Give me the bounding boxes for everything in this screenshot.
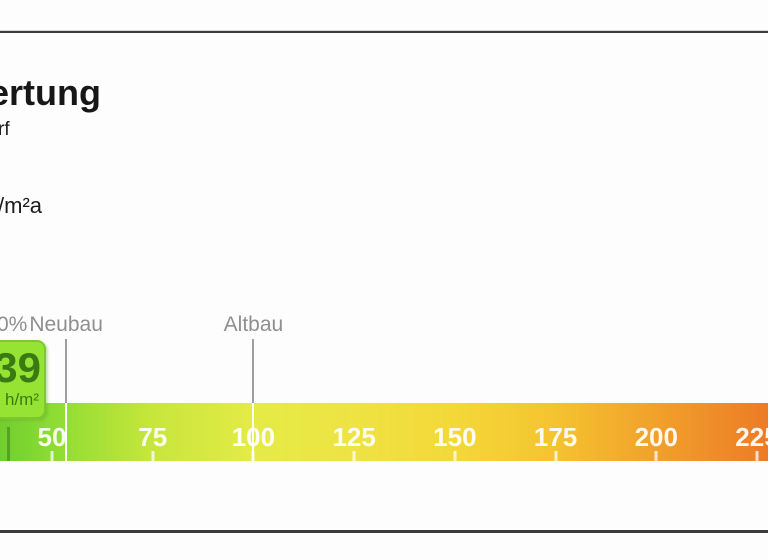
marker-line-altbau — [252, 339, 255, 403]
scale-tick-label-50: 50 — [37, 422, 67, 452]
badge-value: 39 — [0, 344, 41, 391]
percent-label: 0% — [0, 313, 28, 336]
scale-tick-mark-200 — [654, 451, 658, 461]
marker-line-on-bar-neubau — [65, 403, 68, 461]
scale-tick-mark-175 — [554, 451, 558, 461]
scale-tick-mark-125 — [352, 451, 356, 461]
scale-tick-mark-75 — [151, 451, 155, 461]
page-subtitle: rf — [0, 119, 10, 140]
scale-tick-label-200: 200 — [634, 422, 678, 452]
marker-label-altbau: Altbau — [223, 313, 284, 336]
marker-label-neubau: Neubau — [29, 313, 103, 336]
marker-line-on-bar-altbau — [252, 403, 255, 461]
scale-tick-mark-225 — [755, 451, 759, 461]
scale-tick-mark-50 — [50, 451, 54, 461]
bottom-divider — [0, 530, 768, 533]
unit-label: /m²a — [0, 193, 42, 218]
page-title: ertung — [0, 72, 101, 113]
top-divider — [0, 30, 768, 33]
scale-tick-label-75: 75 — [138, 422, 168, 452]
value-badge: 39 h/m² — [0, 340, 46, 419]
scale-tick-mark-150 — [453, 451, 457, 461]
marker-line-neubau — [65, 339, 68, 403]
scale-tick-label-225: 225 — [735, 422, 768, 452]
current-value-tick — [6, 427, 10, 461]
scale-tick-label-125: 125 — [332, 422, 376, 452]
scale-tick-label-150: 150 — [433, 422, 477, 452]
badge-unit: h/m² — [5, 390, 39, 409]
gradient-scale-bar: 5075100125150175200225 — [0, 403, 768, 461]
scale-tick-label-175: 175 — [533, 422, 578, 452]
